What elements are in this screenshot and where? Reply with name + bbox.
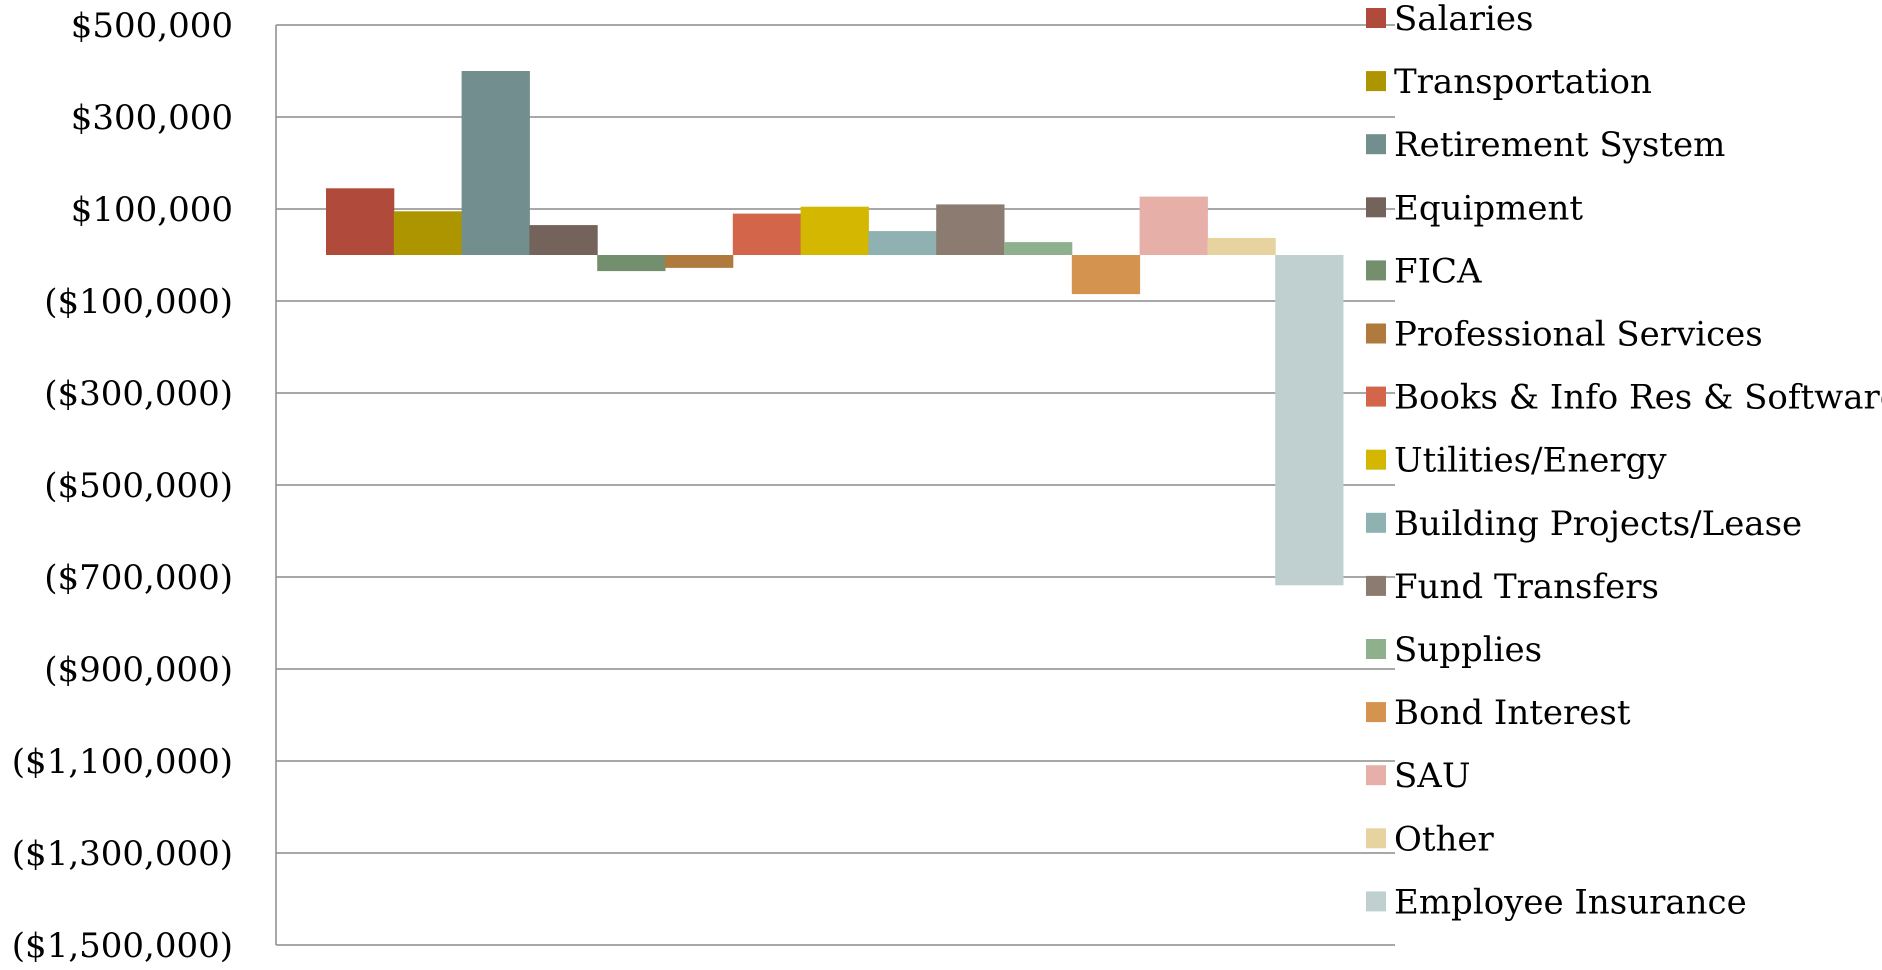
legend-label: Other xyxy=(1394,819,1495,859)
y-tick-label: ($1,100,000) xyxy=(12,742,233,782)
legend-label: Building Projects/Lease xyxy=(1394,504,1802,544)
legend-label: Employee Insurance xyxy=(1394,882,1747,922)
legend-item: Employee Insurance xyxy=(1366,882,1747,922)
bar-supplies xyxy=(1004,242,1073,255)
legend-label: Retirement System xyxy=(1394,125,1725,165)
legend-swatch xyxy=(1366,386,1386,407)
y-tick-label: $500,000 xyxy=(71,6,233,46)
legend-label: Fund Transfers xyxy=(1394,567,1659,607)
legend-item: Building Projects/Lease xyxy=(1366,504,1802,544)
legend-swatch xyxy=(1366,197,1386,218)
legend-label: Bond Interest xyxy=(1394,693,1631,733)
legend-label: Utilities/Energy xyxy=(1394,441,1667,481)
legend-item: Transportation xyxy=(1366,62,1652,102)
legend-label: FICA xyxy=(1394,251,1482,291)
legend-item: Retirement System xyxy=(1366,125,1725,165)
legend-item: Salaries xyxy=(1366,0,1533,39)
legend-label: SAU xyxy=(1394,756,1471,796)
legend-swatch xyxy=(1366,891,1386,912)
bar-salaries xyxy=(326,188,395,255)
legend-swatch xyxy=(1366,449,1386,470)
legend-swatch xyxy=(1366,8,1386,28)
legend-swatch xyxy=(1366,639,1386,659)
y-tick-label: ($100,000) xyxy=(44,282,233,322)
legend-item: Utilities/Energy xyxy=(1366,441,1667,481)
legend-item: Fund Transfers xyxy=(1366,567,1659,607)
y-tick-label: $100,000 xyxy=(71,190,233,230)
bar-retirement-system xyxy=(461,71,530,255)
bar-sau xyxy=(1139,196,1208,255)
bar-professional-services xyxy=(665,255,734,268)
legend-label: Professional Services xyxy=(1394,315,1763,355)
legend-swatch xyxy=(1366,323,1386,344)
bar-transportation xyxy=(393,211,463,255)
legend-item: Professional Services xyxy=(1366,315,1763,355)
y-tick-label: $300,000 xyxy=(71,98,233,138)
legend-swatch xyxy=(1366,512,1386,533)
y-tick-label: ($900,000) xyxy=(44,650,233,690)
bar-other xyxy=(1207,237,1276,255)
y-tick-label: ($1,500,000) xyxy=(12,926,233,966)
legend-swatch xyxy=(1366,134,1386,155)
legend-item: Bond Interest xyxy=(1366,693,1631,733)
y-tick-label: ($700,000) xyxy=(44,558,233,598)
y-tick-label: ($1,300,000) xyxy=(12,834,233,874)
bar-fund-transfers xyxy=(936,204,1005,255)
legend-label: Books & Info Res & Software xyxy=(1394,378,1882,418)
legend-label: Salaries xyxy=(1394,0,1533,39)
gridlines xyxy=(276,24,1395,946)
legend-item: SAU xyxy=(1366,756,1471,796)
legend-item: Supplies xyxy=(1366,630,1542,670)
legend-swatch xyxy=(1366,71,1386,92)
bar-equipment xyxy=(529,225,598,255)
legend-swatch xyxy=(1366,765,1386,786)
legend-swatch xyxy=(1366,575,1386,596)
bar-employee-insurance xyxy=(1275,255,1344,586)
legend-item: FICA xyxy=(1366,251,1482,291)
y-tick-label: ($300,000) xyxy=(44,374,233,414)
legend-label: Transportation xyxy=(1394,62,1652,102)
legend-swatch xyxy=(1366,702,1386,723)
legend-item: Books & Info Res & Software xyxy=(1366,378,1882,418)
y-tick-labels: $500,000 $300,000 $100,000 ($100,000) ($300,… xyxy=(12,6,233,966)
bar-bond-interest xyxy=(1071,255,1141,295)
legend-label: Supplies xyxy=(1394,630,1542,670)
legend-item: Equipment xyxy=(1366,188,1583,228)
bar-building-projects-lease xyxy=(868,231,937,255)
y-tick-label: ($500,000) xyxy=(44,466,233,506)
bar-books-info-res-software xyxy=(732,213,802,255)
legend-item: Other xyxy=(1366,819,1495,859)
legend-swatch xyxy=(1366,260,1386,281)
bar-fica xyxy=(597,255,666,272)
legend: Salaries Transportation Retirement System E… xyxy=(1366,0,1882,922)
bar-utilities-energy xyxy=(800,206,869,255)
legend-swatch xyxy=(1366,828,1386,849)
legend-label: Equipment xyxy=(1394,188,1583,228)
bars xyxy=(326,71,1344,586)
